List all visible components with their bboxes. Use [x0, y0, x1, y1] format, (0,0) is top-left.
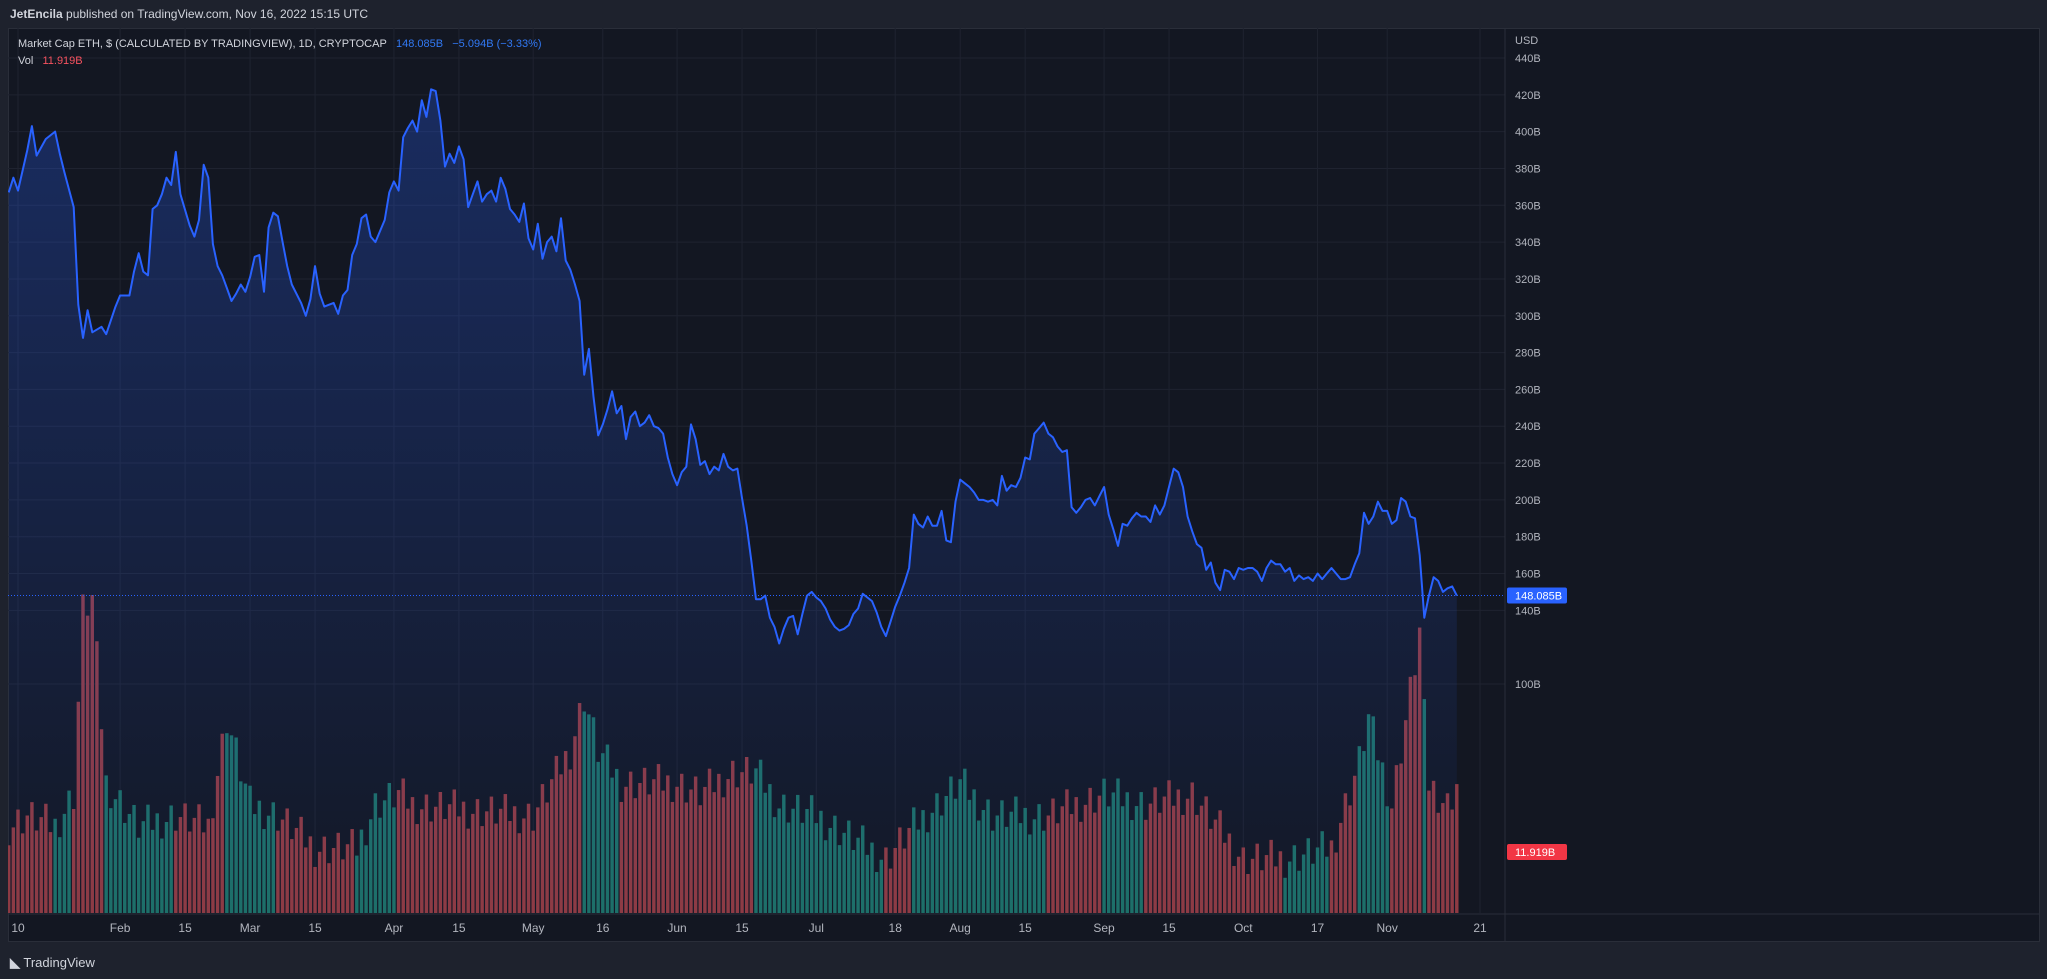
y-tick-label: 400B — [1515, 127, 1541, 139]
x-tick-label: Sep — [1093, 921, 1115, 935]
volume-label: Vol — [18, 55, 34, 67]
x-tick-label: Jul — [809, 921, 824, 935]
series-legend-row[interactable]: Market Cap ETH, $ (CALCULATED BY TRADING… — [18, 36, 542, 53]
y-tick-label: 240B — [1515, 421, 1541, 433]
footer-brand[interactable]: ◣ TradingView — [10, 955, 95, 971]
y-tick-label: 380B — [1515, 163, 1541, 175]
last-price-badge-label: 148.085B — [1515, 590, 1562, 602]
y-tick-label: 280B — [1515, 348, 1541, 360]
y-tick-label: 140B — [1515, 605, 1541, 617]
price-line[interactable] — [8, 88, 1458, 645]
y-tick-label: 320B — [1515, 274, 1541, 286]
x-tick-label: 15 — [308, 921, 322, 935]
y-tick-label: 340B — [1515, 237, 1541, 249]
tradingview-logo-icon: ◣ — [10, 955, 20, 970]
price-change-value: −5.094B (−3.33%) — [452, 38, 542, 50]
x-tick-label: Oct — [1234, 921, 1253, 935]
y-tick-label: 180B — [1515, 532, 1541, 544]
x-tick-label: 15 — [735, 921, 749, 935]
series-title: Market Cap ETH, $ (CALCULATED BY TRADING… — [18, 38, 387, 50]
author-name[interactable]: JetEncila — [10, 7, 63, 21]
x-tick-label: 16 — [596, 921, 610, 935]
y-tick-label: 360B — [1515, 200, 1541, 212]
y-tick-label: 100B — [1515, 679, 1541, 691]
x-tick-label: Feb — [110, 921, 131, 935]
brand-name: TradingView — [23, 955, 95, 970]
price-area — [8, 89, 1457, 914]
x-tick-label: Jun — [667, 921, 686, 935]
y-tick-label: 200B — [1515, 495, 1541, 507]
last-price-badge — [1507, 587, 1567, 604]
x-tick-label: 15 — [452, 921, 466, 935]
x-tick-label: 21 — [1473, 921, 1487, 935]
publish-header: JetEncila published on TradingView.com, … — [0, 0, 2047, 28]
currency-label: USD — [1515, 35, 1538, 47]
x-tick-label: Mar — [240, 921, 261, 935]
x-tick-label: 15 — [178, 921, 192, 935]
x-tick-label: 17 — [1311, 921, 1325, 935]
x-tick-label: May — [522, 921, 545, 935]
chart-legend: Market Cap ETH, $ (CALCULATED BY TRADING… — [18, 36, 542, 70]
y-tick-label: 220B — [1515, 458, 1541, 470]
y-tick-label: 160B — [1515, 569, 1541, 581]
publish-info: JetEncila published on TradingView.com, … — [10, 7, 368, 21]
last-volume-badge-label: 11.919B — [1515, 847, 1555, 859]
x-tick-label: 15 — [1162, 921, 1176, 935]
last-volume-badge — [1507, 844, 1567, 860]
y-tick-label: 420B — [1515, 90, 1541, 102]
y-tick-label: 260B — [1515, 384, 1541, 396]
x-tick-label: 15 — [1018, 921, 1032, 935]
x-tick-label: 10 — [11, 921, 25, 935]
price-chart[interactable]: USD 100B 140B 160B 180B 200B 220B 240B 260B 280B 3… — [8, 28, 2040, 942]
x-tick-label: Nov — [1377, 921, 1398, 935]
y-tick-label: 440B — [1515, 53, 1541, 65]
publish-date: published on TradingView.com, Nov 16, 20… — [62, 7, 368, 21]
last-price-value: 148.085B — [395, 38, 444, 50]
volume-value: 11.919B — [42, 55, 83, 67]
x-tick-label: Aug — [949, 921, 970, 935]
volume-legend-row[interactable]: Vol 11.919B — [18, 53, 542, 70]
y-tick-label: 300B — [1515, 311, 1541, 323]
x-tick-label: 18 — [889, 921, 903, 935]
x-tick-label: Apr — [385, 921, 404, 935]
